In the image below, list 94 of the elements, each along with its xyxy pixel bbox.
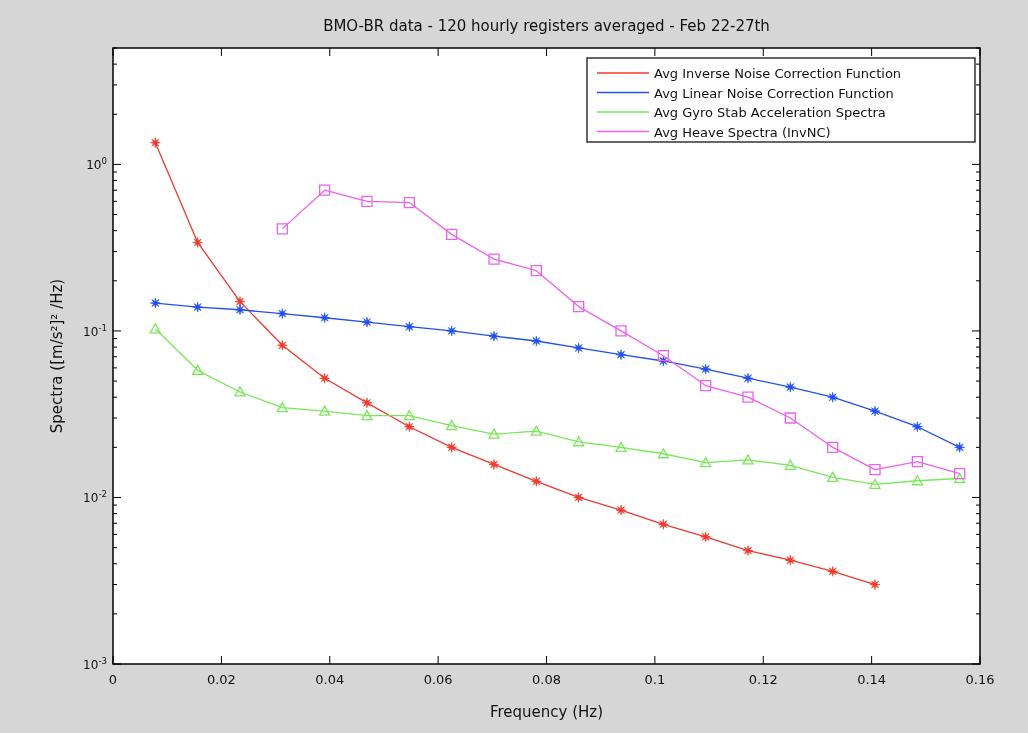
point: [954, 442, 965, 453]
legend-label: Avg Linear Noise Correction Function: [654, 85, 894, 101]
x-tick-label: 0.04: [315, 672, 345, 687]
point: [700, 456, 712, 468]
point: [784, 459, 796, 470]
point: [530, 265, 542, 277]
point: [573, 342, 584, 354]
y-tick-label: 10$^{-1}$: [83, 322, 107, 339]
point: [911, 475, 923, 486]
x-tick-label: 0.06: [423, 672, 453, 687]
point: [615, 325, 627, 337]
point: [530, 425, 542, 436]
point: [150, 297, 161, 309]
point: [700, 379, 712, 392]
point: [573, 300, 585, 313]
point: [742, 372, 754, 384]
point: [192, 364, 204, 375]
legend-label: Avg Gyro Stab Acceleration Spectra: [654, 105, 886, 120]
point: [192, 237, 203, 248]
point: [361, 397, 373, 409]
y-tick-label: 10$^{-2}$: [83, 489, 107, 506]
point: [531, 335, 542, 347]
point: [911, 456, 923, 468]
point: [531, 476, 542, 487]
point: [403, 196, 415, 209]
point: [319, 372, 330, 384]
x-tick-label: 0.16: [965, 672, 995, 687]
point: [319, 405, 331, 416]
point: [403, 409, 415, 421]
x-tick-label: 0.08: [532, 672, 561, 687]
point: [488, 253, 500, 265]
point: [234, 296, 246, 307]
point: [742, 454, 754, 465]
point: [700, 531, 711, 543]
point: [488, 428, 500, 439]
y-tick-label: 10$^{-3}$: [83, 656, 107, 672]
point: [827, 441, 839, 453]
x-tick-label: 0.02: [206, 672, 236, 687]
point: [234, 386, 246, 397]
point: [361, 195, 373, 207]
x-tick-label: 0: [108, 672, 118, 687]
point: [954, 472, 966, 484]
point: [657, 448, 669, 459]
point: [615, 349, 627, 360]
point: [319, 184, 331, 196]
y-axis-title: Spectra ([m/s²]² /Hz): [48, 278, 66, 434]
point: [912, 421, 923, 433]
point: [785, 381, 796, 393]
point: [827, 566, 838, 577]
point: [784, 412, 796, 424]
point: [615, 441, 627, 452]
point: [954, 468, 966, 480]
point: [827, 471, 839, 483]
point: [573, 436, 585, 447]
point: [488, 330, 500, 342]
point: [361, 409, 373, 421]
legend-label: Avg Heave Spectra (InvNC): [654, 124, 831, 140]
x-tick-label: 0.14: [857, 672, 887, 687]
point: [361, 316, 373, 328]
point: [446, 228, 458, 241]
point: [700, 363, 711, 375]
point: [869, 463, 881, 476]
x-axis-title: Frequency (Hz): [489, 703, 604, 721]
point: [446, 419, 458, 431]
legend-label: Avg Inverse Noise Correction Function: [654, 66, 902, 81]
point: [404, 321, 415, 333]
point: [742, 545, 754, 556]
point: [742, 391, 754, 403]
point: [277, 339, 288, 351]
point: [277, 308, 288, 319]
point: [276, 402, 288, 413]
point: [404, 421, 415, 433]
point: [192, 301, 203, 313]
point: [869, 478, 881, 489]
chart-title: BMO-BR data - 120 hourly registers averaged - Feb 22-27th: [323, 17, 770, 35]
point: [149, 323, 161, 334]
point: [234, 304, 246, 316]
point: [869, 405, 881, 417]
point: [869, 579, 881, 590]
point: [615, 504, 627, 516]
point: [657, 350, 669, 362]
point: [573, 492, 584, 503]
point: [319, 312, 330, 324]
point: [658, 519, 669, 530]
point: [150, 137, 161, 148]
point: [488, 459, 500, 470]
point: [446, 442, 457, 453]
point: [276, 223, 288, 235]
point: [785, 554, 796, 566]
point: [827, 391, 838, 403]
y-tick-label: 10$^{0}$: [86, 156, 107, 173]
x-tick-label: 0.12: [748, 672, 778, 687]
x-tick-label: 0.1: [644, 672, 666, 687]
point: [446, 325, 457, 337]
